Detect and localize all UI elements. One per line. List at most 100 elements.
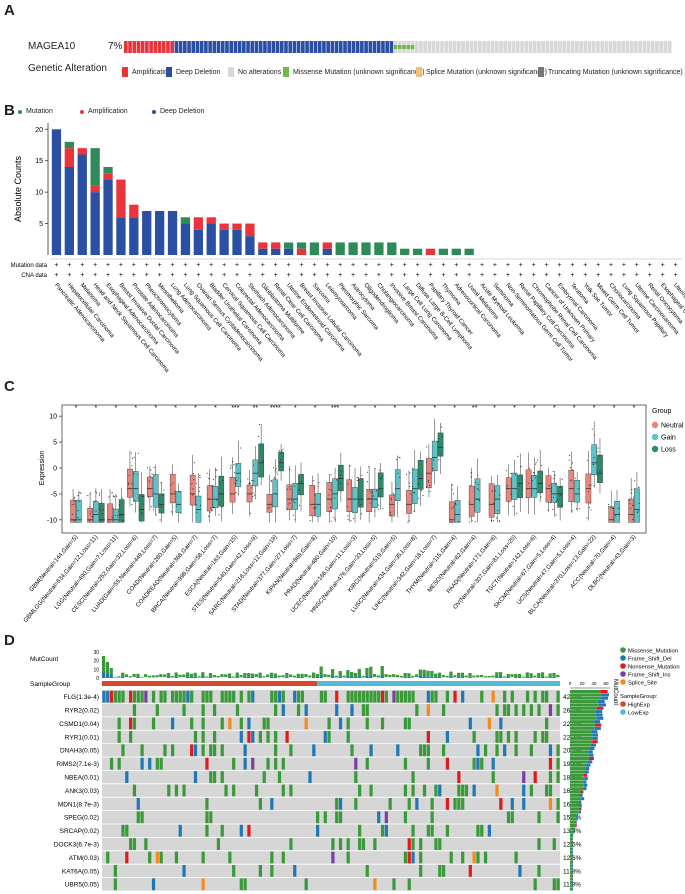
- data-point: [492, 502, 494, 504]
- cna-data-marker: +: [287, 272, 291, 279]
- bar-amplification: [103, 173, 113, 180]
- mutcount-bar: [315, 673, 319, 677]
- mutation-cell: [232, 865, 236, 877]
- alteration-cell: [128, 41, 132, 53]
- mutation-data-marker: +: [54, 262, 58, 269]
- gene-label: UBR5(0.05): [65, 882, 99, 889]
- data-point: [211, 485, 213, 487]
- mutcount-bar: [296, 676, 300, 678]
- alteration-cell: [638, 41, 642, 53]
- mutation-data-marker: +: [80, 262, 84, 269]
- mutation-cell: [441, 704, 446, 716]
- data-point: [352, 517, 354, 519]
- mutation-cell: [346, 717, 350, 730]
- mutation-cell: [270, 798, 274, 810]
- cna-data-marker: +: [299, 272, 303, 279]
- right-bar: [570, 850, 573, 854]
- mutcount-bar: [411, 675, 415, 678]
- mutcount-bar: [304, 674, 308, 678]
- data-point: [431, 470, 433, 472]
- right-bar: [572, 834, 574, 838]
- panel-a-letter: A: [4, 2, 15, 19]
- mutation-cell: [300, 690, 304, 703]
- bar-amplification: [258, 242, 268, 249]
- alteration-cell: [621, 41, 626, 53]
- data-point: [405, 473, 408, 475]
- mutation-cell: [266, 717, 270, 730]
- mutation-cell: [422, 744, 427, 757]
- right-bar: [570, 830, 574, 834]
- mutation-cell: [392, 878, 396, 891]
- data-point: [559, 494, 561, 496]
- mutcount-bar: [449, 676, 453, 678]
- data-point: [333, 517, 335, 519]
- data-point: [174, 490, 176, 492]
- bar-mutation: [309, 242, 320, 255]
- right-bar: [570, 887, 573, 891]
- data-point: [408, 520, 410, 522]
- bar-amplification: [245, 223, 255, 237]
- panel-c-letter: C: [4, 378, 15, 395]
- data-point: [552, 509, 554, 511]
- mutcount-bar: [136, 676, 140, 678]
- mutation-cell: [155, 851, 159, 864]
- data-point: [454, 502, 457, 504]
- mutation-cell: [201, 704, 205, 716]
- right-bar: [570, 750, 589, 754]
- right-bar: [570, 723, 595, 727]
- mutcount-bar: [460, 672, 465, 677]
- mutation-cell: [155, 704, 159, 716]
- mutation-cell: [354, 771, 358, 783]
- data-point: [498, 520, 501, 522]
- mutcount-bar: [308, 675, 312, 678]
- mutation-cell: [426, 824, 430, 837]
- right-bar: [570, 827, 575, 831]
- cna-data-marker: +: [519, 272, 523, 279]
- panel-d-oncoprint: MutCount3020100SampleGroupFLG(1.3e-4)42.…: [30, 647, 680, 892]
- data-point: [552, 471, 554, 473]
- panel-a-percent: 7%: [108, 41, 123, 52]
- gene-label: ATM(0.03): [69, 855, 99, 862]
- data-point: [537, 459, 539, 461]
- mutation-cell: [419, 851, 423, 864]
- data-point: [553, 477, 555, 480]
- alteration-cell: [482, 41, 486, 53]
- mutation-cell: [415, 798, 419, 810]
- data-point: [527, 482, 529, 484]
- mutcount-bar: [540, 672, 545, 677]
- mutcount-bar: [189, 676, 194, 678]
- alteration-cell: [326, 41, 330, 53]
- bar-deep-deletion: [180, 223, 191, 255]
- bar-amplification: [64, 148, 74, 167]
- mutation-cell: [346, 851, 350, 864]
- right-bar: [595, 710, 603, 714]
- mutation-cell: [186, 690, 190, 703]
- right-bar: [601, 693, 609, 697]
- data-point: [222, 505, 224, 507]
- data-point: [540, 464, 542, 467]
- mutation-cell: [243, 757, 247, 770]
- data-point: [329, 488, 331, 490]
- data-point: [153, 466, 155, 468]
- mutcount-bar: [193, 676, 197, 678]
- right-bar: [576, 813, 579, 817]
- data-point: [451, 488, 453, 490]
- bar-mutation: [464, 248, 474, 255]
- significance-label: *: [433, 405, 436, 412]
- alteration-cell: [579, 41, 583, 53]
- mutation-cell: [132, 717, 137, 730]
- mutation-cell: [228, 690, 232, 703]
- mutation-cell: [178, 824, 182, 837]
- data-point: [557, 498, 559, 501]
- data-point: [128, 482, 130, 484]
- box-gain: [93, 501, 99, 523]
- data-point: [478, 489, 480, 491]
- mutation-cell: [514, 704, 518, 716]
- legend-item-deep-deletion: Deep Deletion: [152, 108, 204, 115]
- cna-data-marker: +: [570, 272, 574, 279]
- data-point: [77, 495, 79, 497]
- mutcount-bar: [453, 675, 457, 678]
- mutation-cell: [529, 704, 533, 716]
- data-point: [281, 450, 283, 452]
- right-bar: [575, 820, 577, 824]
